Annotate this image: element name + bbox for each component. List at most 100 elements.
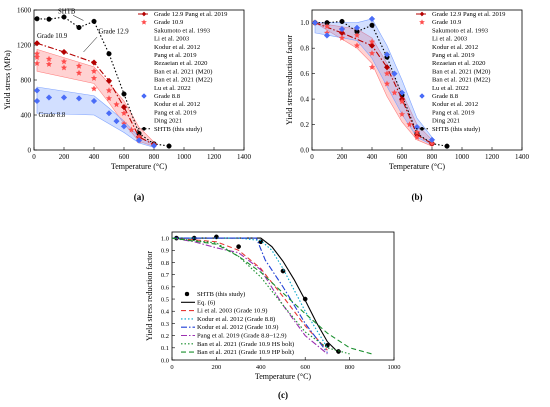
series-line <box>172 237 328 354</box>
legend-label: Ban et al. 2021 (M22) <box>154 77 212 84</box>
data-point <box>398 111 406 117</box>
y-tick-label: 0.5 <box>161 296 169 303</box>
data-point <box>45 55 53 62</box>
x-tick-label: 400 <box>367 153 378 161</box>
data-point <box>413 134 421 140</box>
data-point <box>368 42 376 49</box>
data-point <box>383 80 391 87</box>
data-point <box>75 62 83 69</box>
data-point <box>336 349 341 354</box>
chart-panel-c: 0 200 400 600 800 1000 0.0 0.1 0.2 0.3 0.4 0.5 0.6 0.… <box>145 231 401 400</box>
legend-key-marker <box>142 126 146 131</box>
data-point <box>353 42 361 49</box>
legend-label: Sakumoto et al. 1993 <box>154 27 211 34</box>
data-point <box>90 97 98 105</box>
x-tick-label: 200 <box>337 153 348 161</box>
x-tick-label: 800 <box>149 153 160 161</box>
y-tick-label: 800 <box>21 76 32 84</box>
data-point <box>105 110 113 117</box>
data-point <box>106 51 112 57</box>
data-point <box>120 103 128 111</box>
y-tick-label: 0.7 <box>161 272 170 279</box>
y-tick-label: 0.2 <box>300 121 309 129</box>
series-line <box>172 237 339 354</box>
data-point <box>113 117 120 125</box>
data-point <box>105 95 113 101</box>
series-line <box>171 237 328 355</box>
annotation-leader <box>72 15 84 21</box>
x-tick-label: 1200 <box>207 153 222 161</box>
legend-label: Li et al. 2003 <box>432 36 468 43</box>
legend-label: Lu et al. 2022 <box>432 85 469 92</box>
data-point <box>90 75 98 81</box>
x-axis-label: Temperature (°C) <box>111 162 168 171</box>
data-point <box>61 14 67 20</box>
data-point <box>90 68 98 74</box>
y-tick-label: 0.6 <box>161 284 170 291</box>
legend-label: Kodur et al. 2012 (Grade 10.9) <box>197 324 278 331</box>
y-tick-label: 0.1 <box>161 345 169 352</box>
x-tick-label: 800 <box>427 153 438 161</box>
legend-label: Eq. (6) <box>197 299 215 306</box>
data-point <box>91 18 97 24</box>
legend-label: Pang et al. 2019 <box>432 109 475 116</box>
x-tick-label: 0 <box>170 364 173 371</box>
legend-label: Ban et al. 2021 (Grade 10.9 HP bolt) <box>197 349 294 356</box>
data-point <box>105 87 113 94</box>
data-point <box>128 126 135 133</box>
data-point <box>33 50 41 57</box>
data-point <box>428 136 436 143</box>
chart-panel-a: 0 200 400 600 800 1000 1200 1400 0 400 800 1200 1600… <box>3 6 252 202</box>
legend-label: Sakumoto et al. 1993 <box>432 27 489 34</box>
y-tick-label: 0.2 <box>161 333 169 340</box>
data-point <box>368 64 376 70</box>
legend-label: Lu et al. 2022 <box>154 85 191 92</box>
data-point <box>323 32 331 39</box>
data-point <box>391 89 398 96</box>
data-point <box>135 133 143 140</box>
data-point <box>368 15 376 23</box>
legend-label: Grade 10.9 <box>432 19 462 26</box>
y-tick-label: 1.0 <box>300 19 309 27</box>
data-point <box>60 58 68 65</box>
x-tick-label: 400 <box>256 364 266 371</box>
data-point <box>353 24 361 31</box>
y-tick-label: 0.4 <box>300 95 309 103</box>
annotation: Grade 8.8 <box>39 112 66 119</box>
panel-label: (c) <box>278 390 288 400</box>
data-point <box>166 143 172 149</box>
legend-label: Ban et al. 2021 (M22) <box>432 77 490 84</box>
data-point <box>34 16 40 22</box>
data-point <box>90 59 98 66</box>
series-line <box>171 237 328 351</box>
plot-frame <box>311 9 523 151</box>
legend-label: Ban et al. 2021 (Grade 10.9 HS bolt) <box>197 341 294 348</box>
legend-key-marker <box>419 11 425 17</box>
data-point <box>236 244 241 249</box>
legend-key-marker <box>419 93 425 99</box>
data-point <box>46 16 52 22</box>
legend-key-marker <box>184 291 190 297</box>
y-axis-label: Yield stress reduction factor <box>285 35 294 125</box>
legend-label: Ban et al. 2021 (M20) <box>154 68 212 75</box>
x-tick-label: 1000 <box>455 153 470 161</box>
data-point <box>150 142 158 149</box>
legend-key-marker <box>141 93 147 99</box>
y-tick-label: 400 <box>21 111 32 119</box>
y-tick-label: 0.4 <box>161 309 170 316</box>
plot-frame <box>171 231 395 361</box>
legend-key-marker <box>419 19 425 25</box>
range-band <box>314 18 433 146</box>
data-point <box>45 61 53 67</box>
data-point <box>45 94 53 101</box>
data-point <box>368 38 376 45</box>
data-point <box>383 64 391 71</box>
data-point <box>113 101 120 108</box>
y-tick-label: 1200 <box>17 41 32 49</box>
x-tick-label: 600 <box>119 153 130 161</box>
y-tick-label: 0.6 <box>300 70 309 78</box>
data-point <box>353 32 361 39</box>
x-tick-label: 0 <box>310 153 314 161</box>
data-point <box>383 70 391 77</box>
